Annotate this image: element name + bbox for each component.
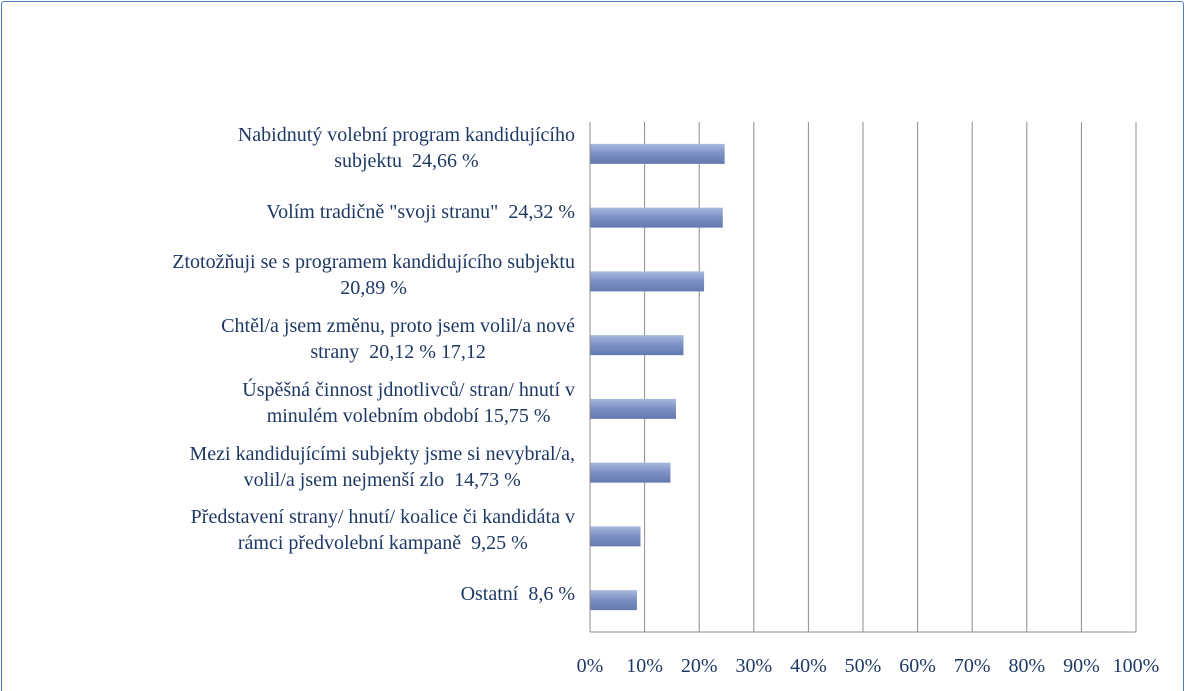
category-label: Představení strany/ hnutí/ koalice či ka… [190, 506, 575, 555]
bar [590, 462, 671, 483]
x-tick-label: 60% [899, 655, 936, 677]
category-box: Chtěl/a jsem změnu, proto jsem volil/a n… [10, 307, 575, 371]
category-label: Ztotožňuji se s programem kandidujícího … [172, 251, 575, 300]
x-tick-label: 70% [954, 655, 991, 677]
x-tick-label: 10% [626, 655, 663, 677]
bar [590, 335, 684, 356]
x-tick-label: 50% [845, 655, 882, 677]
x-tick-label: 30% [735, 655, 772, 677]
category-label: Ostatní 8,6 % [460, 583, 575, 606]
bar [590, 207, 723, 228]
category-box: Mezi kandidujícími subjekty jsme si nevy… [10, 435, 575, 499]
category-label: Volím tradičně "svoji stranu" 24,32 % [266, 200, 575, 223]
bar [590, 143, 725, 164]
bar [590, 271, 705, 292]
category-label: Nabidnutý volební program kandidujícího … [237, 123, 575, 172]
category-box: Volím tradičně "svoji stranu" 24,32 % [10, 180, 575, 244]
category-box: Ztotožňuji se s programem kandidujícího … [10, 244, 575, 308]
x-tick-label: 100% [1113, 655, 1160, 677]
category-label: Úspěšná činnost jdnotlivců/ stran/ hnutí… [242, 378, 575, 427]
category-label: Chtěl/a jsem změnu, proto jsem volil/a n… [221, 315, 575, 364]
category-label: Mezi kandidujícími subjekty jsme si nevy… [189, 442, 575, 491]
bar [590, 526, 641, 547]
x-tick-label: 20% [681, 655, 718, 677]
category-box: Představení strany/ hnutí/ koalice či ka… [10, 499, 575, 563]
bar [590, 590, 637, 611]
bar [590, 398, 676, 419]
x-tick-label: 80% [1008, 655, 1045, 677]
category-box: Úspěšná činnost jdnotlivců/ stran/ hnutí… [10, 371, 575, 435]
category-box: Nabidnutý volební program kandidujícího … [10, 116, 575, 180]
x-tick-label: 90% [1063, 655, 1100, 677]
category-box: Ostatní 8,6 % [10, 562, 575, 626]
x-tick-label: 0% [577, 655, 604, 677]
x-tick-label: 40% [790, 655, 827, 677]
